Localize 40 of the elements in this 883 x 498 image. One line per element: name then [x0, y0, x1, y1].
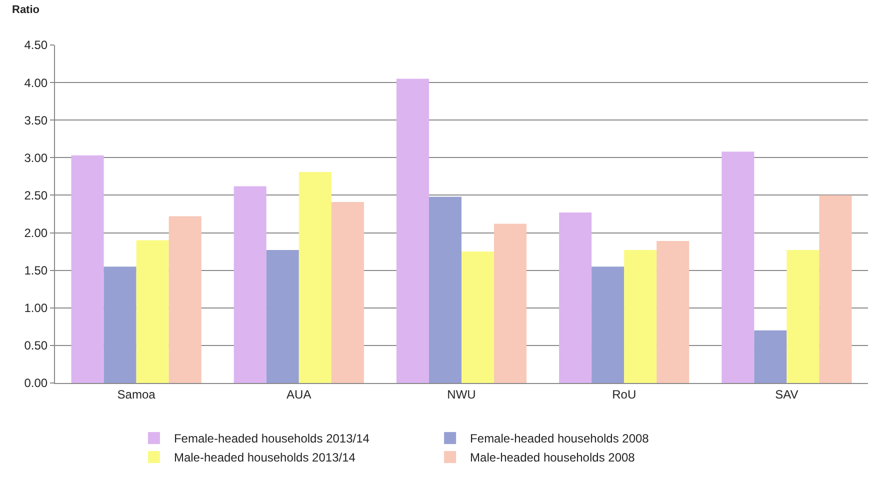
- y-axis-title: Ratio: [12, 4, 40, 16]
- bar: [428, 196, 462, 383]
- y-tick-label: 1.50: [24, 264, 48, 278]
- bar: [71, 155, 104, 383]
- bar: [786, 250, 820, 383]
- legend-label: Male-headed households 2013/14: [174, 450, 356, 465]
- x-tick-label: RoU: [612, 387, 636, 402]
- y-tick-label: 1.00: [24, 301, 48, 316]
- y-tick-label: 4.00: [24, 76, 48, 90]
- bar: [136, 240, 169, 383]
- bar: [754, 330, 787, 383]
- bar: [168, 216, 202, 383]
- bar: [298, 172, 332, 383]
- y-tick-label: 0.50: [24, 338, 48, 353]
- bar: [462, 252, 494, 383]
- bar: [722, 152, 754, 383]
- y-tick-label: 3.00: [24, 150, 48, 165]
- x-tick-label: Samoa: [117, 387, 156, 402]
- y-tick-label: 0.00: [24, 376, 48, 390]
- x-tick-label: NWU: [447, 387, 476, 402]
- bar: [592, 266, 624, 383]
- y-tick-label: 3.50: [24, 113, 48, 128]
- legend-label: Female-headed households 2008: [470, 432, 650, 446]
- legend-label: Male-headed households 2008: [470, 450, 636, 465]
- bar: [234, 186, 266, 383]
- bar: [559, 212, 592, 383]
- bar: [266, 250, 299, 383]
- y-tick-label: 2.00: [24, 226, 48, 240]
- bar: [624, 250, 657, 383]
- legend-label: Female-headed households 2013/14: [174, 432, 370, 446]
- bar: [494, 224, 527, 383]
- bar: [396, 78, 429, 383]
- y-tick-label: 4.50: [24, 38, 48, 52]
- y-tick-label: 2.50: [24, 188, 48, 202]
- bar: [819, 195, 852, 383]
- x-tick-label: SAV: [775, 387, 798, 402]
- bar: [104, 266, 136, 383]
- bar: [656, 241, 690, 383]
- x-tick-label: AUA: [286, 387, 312, 402]
- bar: [331, 202, 364, 383]
